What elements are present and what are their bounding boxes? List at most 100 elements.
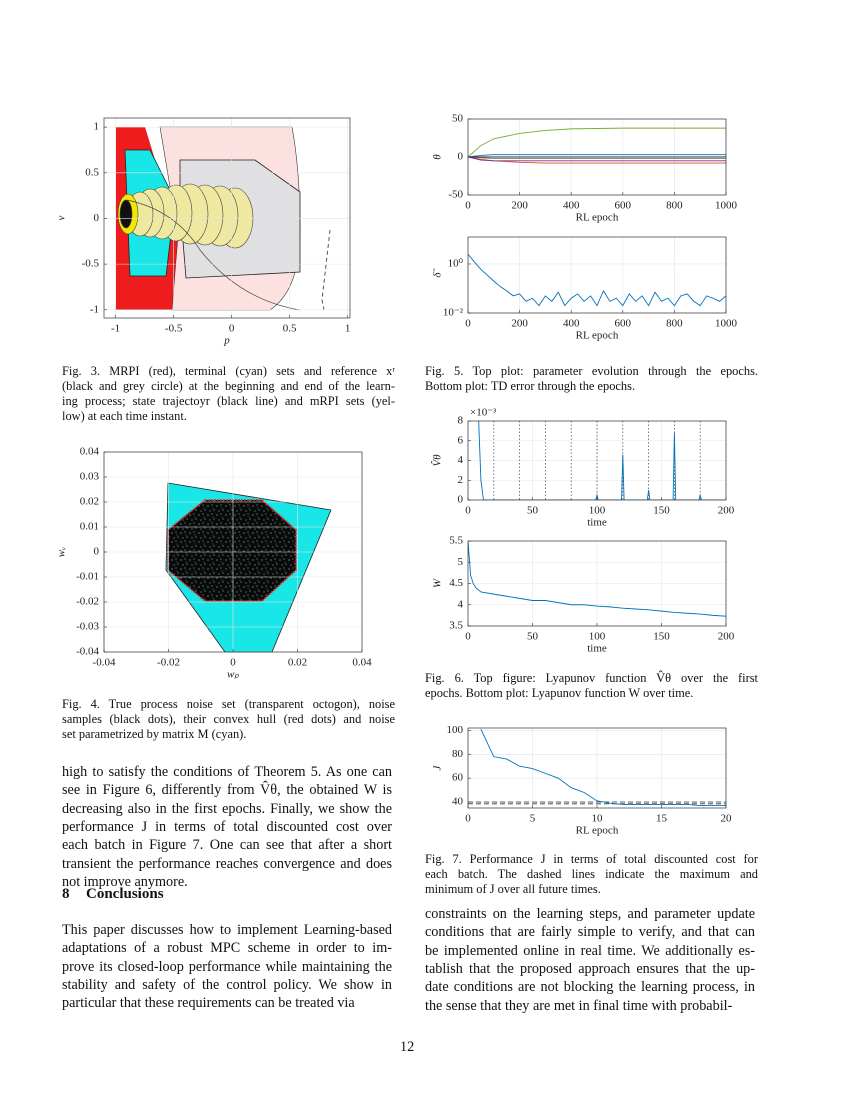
x-tick-label: 0 (465, 631, 471, 643)
y-tick-label: 2 (458, 474, 464, 486)
data-line (468, 253, 726, 307)
y-tick-label: 0 (94, 546, 100, 558)
x-axis-label: time (587, 517, 607, 529)
body-line: high to satisfy the conditions of Theore… (62, 764, 392, 780)
body-line: This paper discusses how to implement Le… (62, 922, 392, 938)
x-tick-label: 100 (589, 631, 606, 643)
y-tick-label: -0.01 (76, 571, 99, 583)
y-tick-label: 4 (458, 454, 464, 466)
plot-data (468, 541, 726, 617)
x-tick-label: 15 (656, 813, 668, 825)
x-tick-label: 10 (592, 813, 604, 825)
body-line: not improve anymore. (62, 873, 188, 890)
y-tick-label: 60 (452, 772, 464, 784)
plot-data (468, 729, 726, 807)
plot-frame (467, 420, 727, 501)
x-tick-label: 100 (589, 505, 606, 517)
data-line (468, 541, 726, 617)
y-tick-label: -1 (90, 303, 99, 315)
caption-line: low) at each time instant. (62, 409, 187, 423)
noise-sets (165, 482, 332, 653)
y-tick-label: 6 (458, 434, 464, 446)
x-tick-label: 0 (229, 323, 235, 335)
x-tick-label: 150 (653, 505, 670, 517)
y-axis-label: W (432, 578, 444, 588)
x-tick-label: 600 (615, 200, 632, 212)
x-tick-label: 600 (615, 318, 632, 330)
y-tick-label: 0 (94, 212, 100, 224)
caption-line: Fig. 5. Top plot: parameter evolution th… (425, 364, 758, 378)
x-tick-label: -0.5 (165, 323, 183, 335)
x-axis-label: RL epoch (576, 330, 619, 342)
y-axis-label: δ̃ (432, 267, 444, 277)
y-tick-label: 0.01 (80, 521, 99, 533)
caption-line: each batch. The dashed lines indicate th… (425, 867, 758, 881)
x-tick-label: 800 (666, 318, 683, 330)
y-tick-label: 10⁻² (443, 307, 464, 319)
chart: 0 50 100 150 200 3.5 4 4.5 5 5.5 time W (432, 535, 735, 655)
chart: 0 5 10 15 20 40 60 80 100 RL epoch J (432, 724, 732, 837)
x-tick-label: 200 (718, 631, 735, 643)
x-tick-label: 200 (718, 505, 735, 517)
chart: -1 -0.5 0 0.5 1 -1 -0.5 0 0.5 1 p v (56, 117, 351, 347)
body-line: decreasing also in the first epochs. Fin… (62, 800, 392, 817)
x-tick-label: 0 (230, 657, 236, 669)
x-tick-label: 0 (465, 318, 471, 330)
chart: 0 50 100 150 200 0 2 4 6 8 time V̂θ ×10⁻³ (431, 407, 735, 529)
y-axis-label: wᵥ (56, 547, 68, 557)
body-line: see in Figure 6, differently from V̂θ, t… (62, 782, 392, 799)
caption-line: ing process; state trajectoyr (black lin… (62, 394, 395, 408)
x-tick-label: 0 (465, 505, 471, 517)
body-line: each batch in Figure 7. One can see that… (62, 837, 392, 854)
body-line: tablish that the proposed approach ensur… (425, 960, 755, 977)
y-tick-label: 10⁰ (448, 258, 464, 270)
body-line: date conditions are not blocking the lea… (425, 979, 755, 996)
x-tick-label: 1 (345, 323, 351, 335)
plot-frame (467, 236, 727, 314)
body-line: be implemented online in real time. We a… (425, 942, 755, 959)
caption-line: epochs. Bottom plot: Lyapunov function W… (425, 686, 694, 700)
chart: 0 200 400 600 800 1000 10⁻² 10⁰ RL epoch δ̃ (432, 236, 738, 342)
y-tick-label: 100 (447, 724, 464, 736)
x-tick-label: 800 (666, 200, 683, 212)
trajectory (126, 199, 301, 311)
y-tick-label: 4.5 (449, 577, 463, 589)
y-tick-label: 50 (452, 113, 464, 125)
caption-line: Fig. 7. Performance J in terms of total … (425, 852, 758, 866)
y-tick-label: 0.03 (80, 471, 100, 483)
data-line (468, 156, 726, 162)
data-line (478, 421, 726, 500)
x-tick-label: 1000 (715, 200, 738, 212)
page-number: 12 (400, 1039, 415, 1055)
x-tick-label: 400 (563, 200, 580, 212)
x-axis-label: p (223, 335, 230, 347)
mrpi-ellipses (117, 183, 254, 249)
x-tick-label: 200 (511, 200, 528, 212)
plot-data (468, 127, 726, 164)
y-tick-label: 4 (458, 598, 464, 610)
x-axis-label: RL epoch (576, 212, 619, 224)
x-tick-label: 1000 (715, 318, 738, 330)
plot-frame (467, 727, 727, 809)
y-tick-label: 0 (458, 151, 464, 163)
plot-data (468, 253, 726, 307)
body-line: performance J in terms of total discount… (62, 818, 392, 835)
body-line: constraints on the learning steps, and p… (425, 906, 755, 922)
y-axis-label: J (432, 764, 444, 770)
y-tick-label: 8 (458, 415, 464, 427)
x-tick-label: -1 (111, 323, 120, 335)
data-line (468, 127, 726, 158)
x-tick-label: 5 (530, 813, 536, 825)
data-line (468, 156, 726, 164)
x-tick-label: 200 (511, 318, 528, 330)
y-tick-label: 3.5 (449, 620, 463, 632)
x-tick-label: 150 (653, 631, 670, 643)
plot-frame (467, 540, 727, 627)
y-axis-label: v (56, 215, 68, 220)
x-tick-label: 400 (563, 318, 580, 330)
y-tick-label: -0.04 (76, 646, 99, 658)
caption-line: minimum of J over all future times. (425, 882, 601, 896)
section-number: 8 (62, 886, 70, 902)
